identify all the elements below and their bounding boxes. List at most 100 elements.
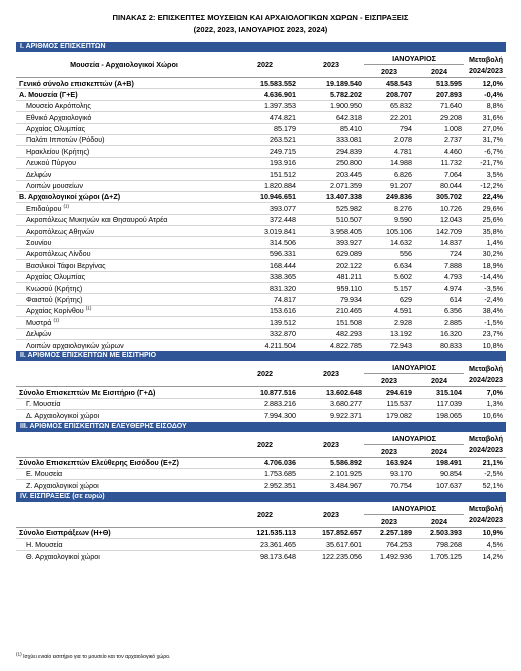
table-row: Δ. Αρχαιολογικοί χώροι 7.994.300 9.922.371… <box>16 410 506 421</box>
value-2023: 210.465 <box>336 306 362 316</box>
value-2023: 35.617.601 <box>326 539 362 549</box>
column-header-2023: 2023 <box>323 369 339 379</box>
row-name: Ηρακλείου (Κρήτης) <box>26 146 90 156</box>
table-row: Γενικό σύνολο επισκεπτών (Α+Β) 15.583.552… <box>16 78 506 90</box>
table-row: Λευκού Πύργου 193.916 250.800 14.988 11.732 -… <box>16 158 506 170</box>
column-header-january: ΙΑΝΟΥΑΡΙΟΣ 2023 2024 <box>364 502 464 527</box>
value-2023: 393.927 <box>336 237 362 247</box>
row-name: Αρχαίας Ολυμπίας <box>26 124 86 134</box>
value-jan-2023: 179.082 <box>386 411 412 421</box>
row-name: Σουνίου <box>26 237 52 247</box>
value-change: 30,2% <box>482 249 503 259</box>
value-jan-2023: 208.707 <box>386 89 412 99</box>
row-name: Εθνικό Αρχαιολογικό <box>26 112 92 122</box>
value-2023: 510.507 <box>336 215 362 225</box>
table-row: Γ. Μουσεία 2.883.216 3.680.277 115.537 117.0… <box>16 399 506 411</box>
value-2022: 338.365 <box>270 272 296 282</box>
column-header-2022: 2022 <box>257 369 273 379</box>
value-2022: 121.535.113 <box>256 528 296 538</box>
value-2023: 525.982 <box>336 203 362 213</box>
row-name: Β. Αρχαιολογικοί χώροι (Δ+Ζ) <box>19 192 121 202</box>
value-jan-2023: 6.634 <box>394 260 412 270</box>
column-header-row: Μουσεία - Αρχαιολογικοί Χώροι 2022 2023 … <box>16 52 506 78</box>
value-jan-2024: 142.709 <box>436 226 462 236</box>
value-2023: 250.800 <box>336 158 362 168</box>
value-jan-2023: 70.754 <box>390 481 412 491</box>
value-change: 1,4% <box>486 237 503 247</box>
section-header-ticketed: ΙΙ. ΑΡΙΘΜΟΣ ΕΠΙΣΚΕΠΤΩΝ ΜΕ ΕΙΣΙΤΗΡΙΟ <box>16 351 506 362</box>
statistics-table: Ι. ΑΡΙΘΜΟΣ ΕΠΙΣΚΕΠΤΩΝ Μουσεία - Αρχαιολο… <box>16 42 506 562</box>
value-2022: 7.994.300 <box>264 411 296 421</box>
value-2023: 9.922.371 <box>330 411 362 421</box>
value-change: -2,5% <box>484 469 503 479</box>
table-row: Θ. Αρχαιολογικοί χώροι 98.173.648 122.235.… <box>16 551 506 562</box>
table-row: Αρχαίας Ολυμπίας 338.365 481.211 5.602 4.793… <box>16 272 506 284</box>
value-2022: 85.179 <box>274 124 296 134</box>
column-header-2022: 2022 <box>257 60 273 69</box>
value-change: 4,5% <box>486 539 503 549</box>
value-2023: 13.602.648 <box>326 387 362 397</box>
value-2022: 332.870 <box>270 329 296 339</box>
column-header-row: 2022 2023 ΙΑΝΟΥΑΡΙΟΣ 2023 2024 Μεταβολή … <box>16 361 506 388</box>
value-jan-2023: 764.253 <box>386 539 412 549</box>
value-jan-2024: 6.356 <box>444 306 462 316</box>
value-change: -14,4% <box>480 272 503 282</box>
value-change: 12,0% <box>482 78 503 88</box>
value-jan-2023: 4.781 <box>394 146 412 156</box>
row-name: Λοιπών μουσείων <box>26 181 83 191</box>
value-jan-2023: 9.590 <box>394 215 412 225</box>
value-jan-2024: 1.705.125 <box>430 551 462 561</box>
value-change: 7,0% <box>486 387 503 397</box>
row-name: Δελφών <box>26 169 52 179</box>
value-2023: 85.410 <box>340 124 362 134</box>
value-jan-2023: 4.591 <box>394 306 412 316</box>
value-jan-2024: 798.268 <box>436 539 462 549</box>
table-row: Ζ. Αρχαιολογικοί χώροι 2.952.351 3.484.967… <box>16 480 506 491</box>
value-2022: 10.877.516 <box>260 387 296 397</box>
row-name: Επιδαύρου (1) <box>26 203 70 213</box>
value-jan-2024: 16.320 <box>440 329 462 339</box>
row-name: Ακροπόλεως Μυκηνών και Θησαυρού Ατρέα <box>26 215 168 225</box>
value-2022: 4.211.504 <box>264 340 296 350</box>
table-row: Επιδαύρου (1) 393.077 525.982 8.276 10.726 29… <box>16 203 506 215</box>
value-2022: 831.320 <box>270 283 296 293</box>
value-2022: 249.715 <box>270 146 296 156</box>
value-2023: 122.235.056 <box>322 551 362 561</box>
value-jan-2024: 513.595 <box>436 78 462 88</box>
value-jan-2024: 29.208 <box>440 112 462 122</box>
value-change: -12,2% <box>480 181 503 191</box>
value-2022: 139.512 <box>270 317 296 327</box>
footnote-marker: (1) <box>53 317 60 323</box>
value-2022: 3.019.841 <box>264 226 296 236</box>
table-row: Λοιπών μουσείων 1.820.884 2.071.359 91.207 8… <box>16 181 506 192</box>
value-2023: 1.900.950 <box>330 101 362 111</box>
table-row: Β. Αρχαιολογικοί χώροι (Δ+Ζ) 10.946.651 13… <box>16 192 506 204</box>
value-jan-2023: 249.836 <box>386 192 412 202</box>
value-2023: 19.189.540 <box>326 78 362 88</box>
table-row: Η. Μουσεία 23.361.465 35.617.601 764.253 798… <box>16 539 506 551</box>
value-2022: 314.506 <box>270 237 296 247</box>
value-change: 14,2% <box>482 551 503 561</box>
row-name: Κνωσού (Κρήτης) <box>26 283 83 293</box>
row-name: Αρχαίας Ολυμπίας <box>26 272 86 282</box>
value-2023: 79.934 <box>340 294 362 304</box>
value-2022: 1.753.685 <box>264 469 296 479</box>
value-2022: 393.077 <box>270 203 296 213</box>
value-jan-2024: 4.974 <box>444 283 462 293</box>
column-header-change: Μεταβολή 2024/2023 <box>469 434 503 455</box>
value-jan-2024: 614 <box>450 294 462 304</box>
value-2022: 98.173.648 <box>260 551 296 561</box>
value-jan-2023: 2.257.189 <box>380 528 412 538</box>
value-jan-2023: 794 <box>400 124 412 134</box>
table-row: Παλάτι Ιπποτών (Ρόδου) 263.521 333.081 2.07… <box>16 135 506 147</box>
value-2023: 482.293 <box>336 329 362 339</box>
value-jan-2023: 5.157 <box>394 283 412 293</box>
value-jan-2024: 198.491 <box>436 458 462 468</box>
value-jan-2023: 14.988 <box>390 158 412 168</box>
value-jan-2023: 1.492.936 <box>380 551 412 561</box>
value-jan-2024: 4.793 <box>444 272 462 282</box>
table-row: Κνωσού (Κρήτης) 831.320 959.110 5.157 4.974 -… <box>16 283 506 295</box>
value-2022: 10.946.651 <box>260 192 296 202</box>
row-name: Μυστρά (1) <box>26 317 60 327</box>
value-jan-2023: 294.619 <box>386 387 412 397</box>
